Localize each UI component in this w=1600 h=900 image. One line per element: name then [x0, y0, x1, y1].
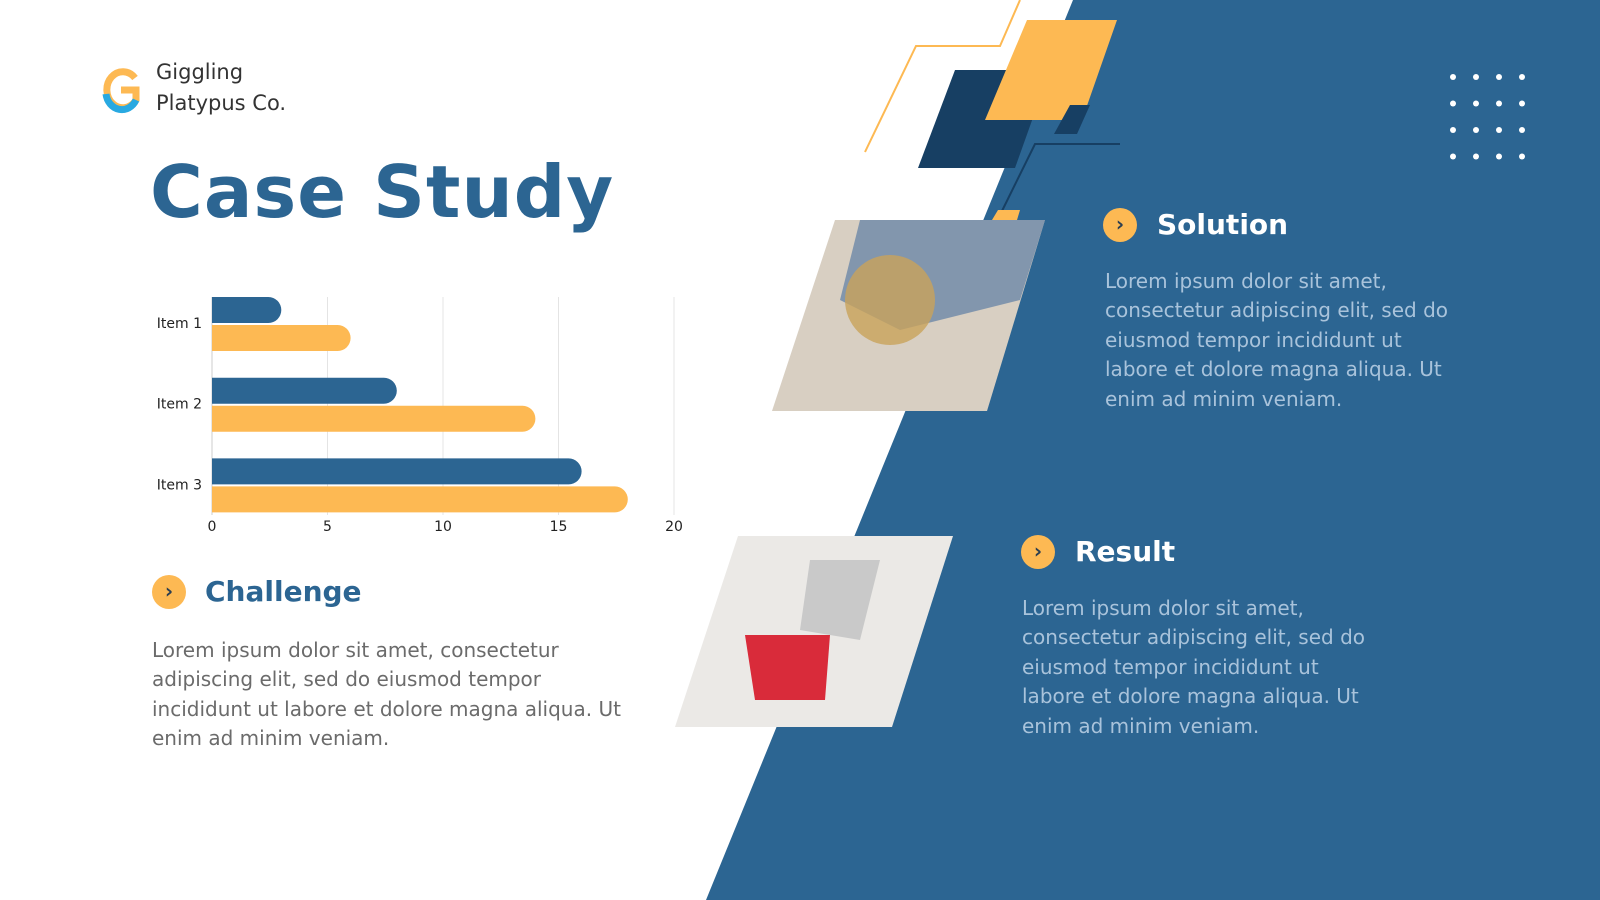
bar — [212, 486, 628, 513]
section-body: Lorem ipsum dolor sit amet, consectetur a… — [1105, 267, 1448, 414]
text-line: incididunt ut labore et dolore magna ali… — [152, 696, 621, 721]
x-tick-label: 10 — [434, 519, 452, 535]
text-line: Lorem ipsum dolor sit amet, — [1022, 596, 1304, 620]
bar — [212, 377, 397, 404]
section-body: Lorem ipsum dolor sit amet, consectetur a… — [152, 636, 621, 754]
deco-shape — [985, 20, 1117, 120]
text-line: labore et dolore magna aliqua. Ut — [1022, 684, 1359, 709]
y-tick-label: Item 3 — [157, 477, 202, 493]
text-line: consectetur adipiscing elit, sed do — [1105, 298, 1449, 323]
bar — [212, 405, 536, 432]
company-name: Giggling — [156, 60, 244, 84]
deco-shape — [1054, 105, 1090, 134]
y-tick-label: Item 1 — [157, 316, 202, 332]
bar — [212, 325, 351, 351]
x-tick-label: 0 — [208, 519, 217, 535]
text-line: eiusmod tempor incididunt ut — [1022, 654, 1319, 679]
x-tick-label: 20 — [665, 519, 683, 535]
x-tick-label: 5 — [323, 519, 332, 535]
photo-detail — [745, 635, 830, 700]
logo — [102, 68, 140, 114]
text-line: Lorem ipsum dolor sit amet, consectetur — [152, 638, 559, 662]
photo-detail — [800, 560, 880, 640]
section-heading: Challenge — [205, 575, 362, 608]
blue-panel — [706, 0, 1600, 900]
text-line: consectetur adipiscing elit, sed do — [1022, 625, 1366, 650]
title: Case Study — [150, 150, 615, 234]
text-line: eiusmod tempor incididunt ut — [1105, 327, 1402, 352]
deco-shape — [992, 210, 1020, 220]
text-line: enim ad minim veniam. — [1105, 386, 1343, 411]
section-body: Lorem ipsum dolor sit amet, consectetur a… — [1022, 594, 1365, 741]
chevron-icon: › — [152, 575, 186, 609]
text-line: adipiscing elit, sed do eiusmod tempor — [152, 667, 542, 692]
bar — [212, 297, 282, 323]
text-line: Lorem ipsum dolor sit amet, — [1105, 269, 1387, 293]
bar — [212, 458, 582, 485]
y-tick-label: Item 2 — [157, 397, 202, 413]
dot-grid — [1450, 74, 1525, 160]
text-line: labore et dolore magna aliqua. Ut — [1105, 357, 1442, 382]
section-heading: Result — [1075, 535, 1176, 568]
company-name: Platypus Co. — [156, 91, 287, 115]
photo-detail — [845, 255, 935, 345]
chevron-icon: › — [1021, 535, 1055, 569]
chevron-icon: › — [1103, 208, 1137, 242]
deco-line — [864, 0, 1021, 153]
deco-line — [999, 143, 1120, 216]
section-heading: Solution — [1157, 208, 1289, 241]
text-line: enim ad minim veniam. — [152, 726, 390, 751]
text-line: enim ad minim veniam. — [1022, 713, 1260, 738]
x-tick-label: 15 — [550, 519, 568, 535]
